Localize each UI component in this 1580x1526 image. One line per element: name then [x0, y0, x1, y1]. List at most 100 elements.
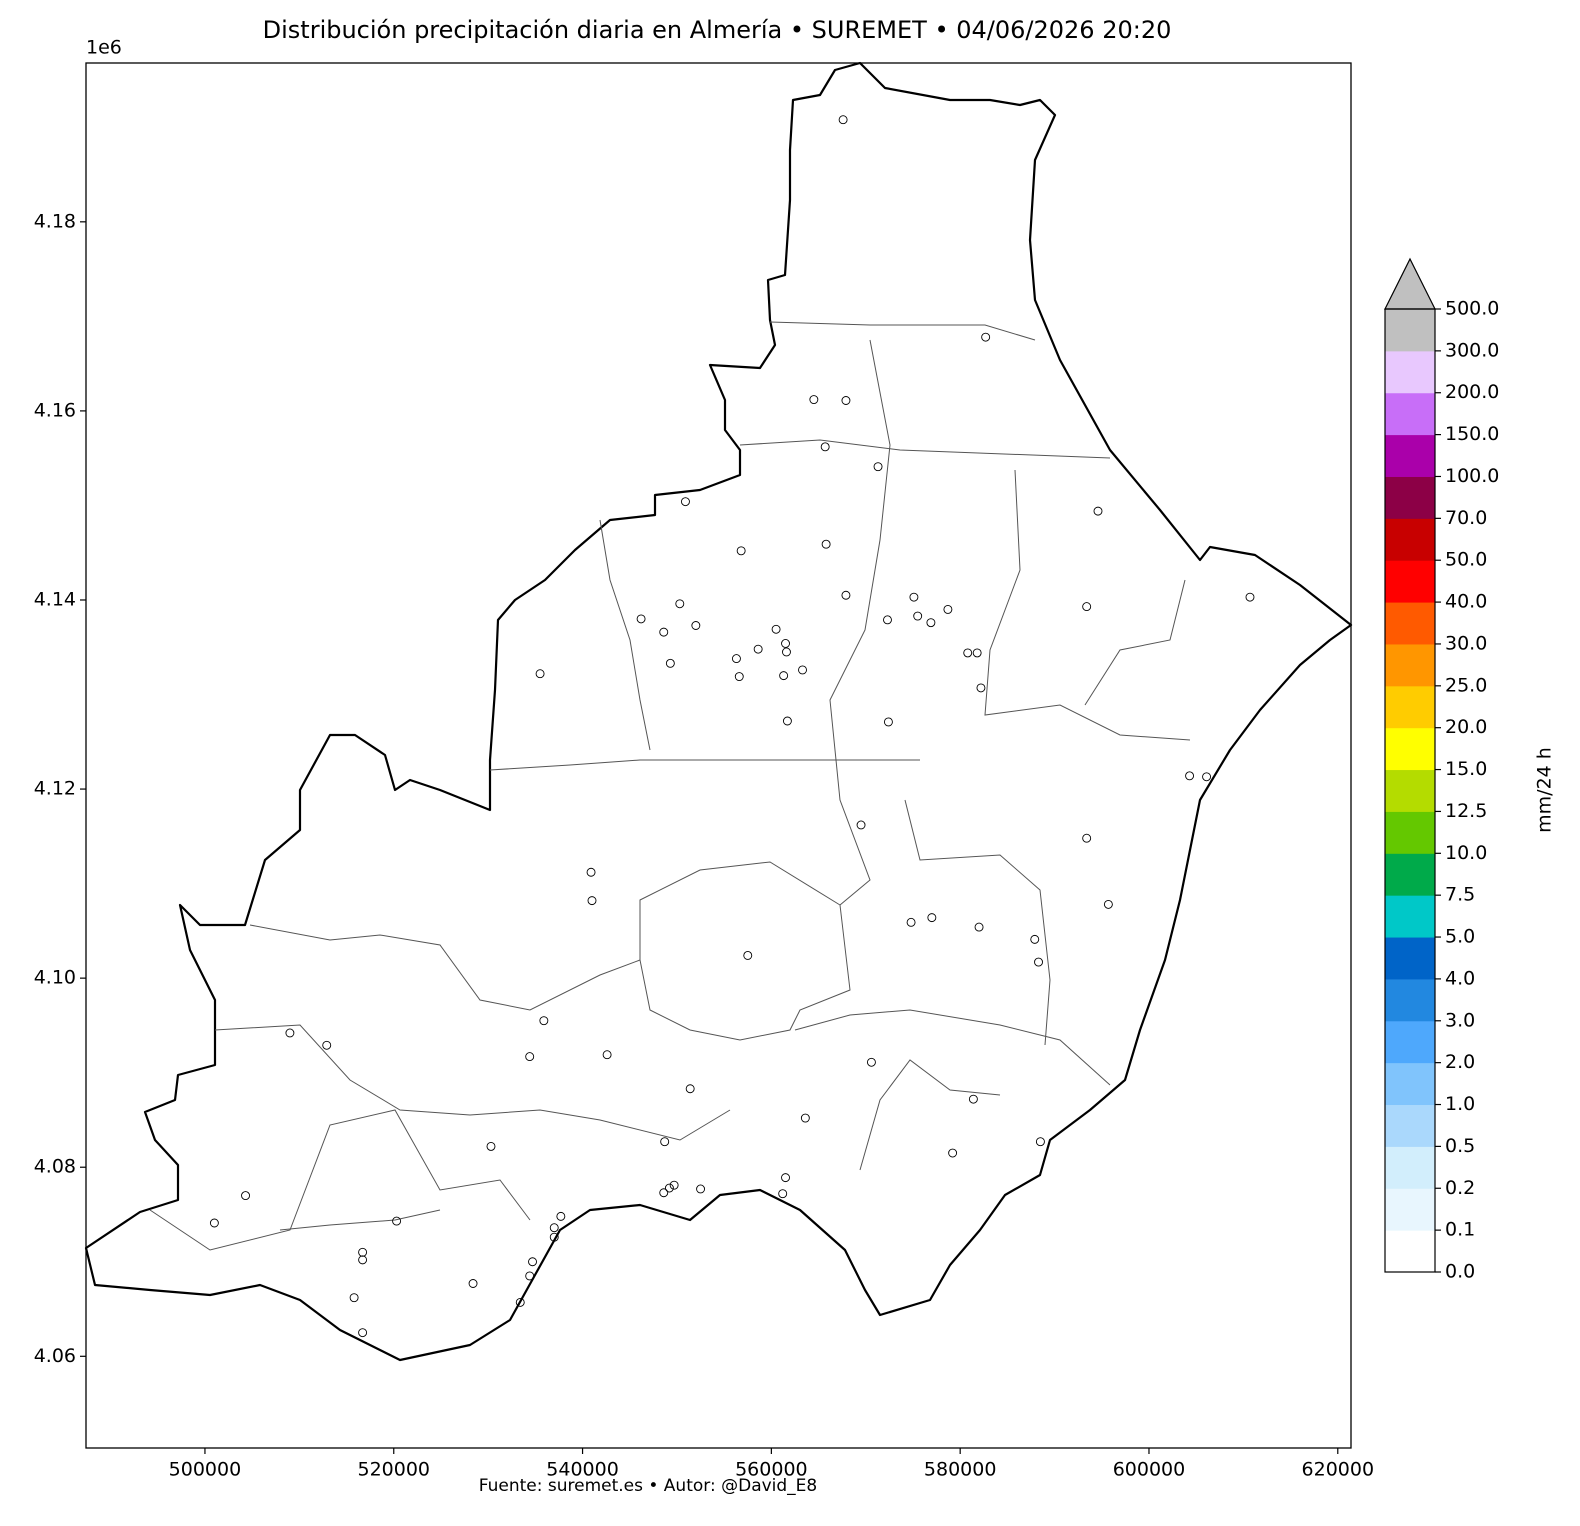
- x-tick-label: 540000: [546, 1459, 619, 1481]
- colorbar-label: mm/24 h: [1534, 747, 1556, 833]
- station-point: [392, 1216, 402, 1226]
- station-point: [734, 672, 744, 682]
- colorbar-tick-label: 0.5: [1445, 1135, 1475, 1157]
- colorbar-band: [1385, 727, 1435, 771]
- station-point: [587, 896, 597, 906]
- station-point: [528, 1257, 537, 1267]
- colorbar-tick-label: 50.0: [1445, 549, 1487, 571]
- colorbar-band: [1385, 769, 1435, 812]
- station-point: [778, 1189, 788, 1199]
- station-point: [798, 665, 807, 675]
- station-point: [913, 611, 923, 621]
- colorbar-tick-label: 10.0: [1445, 842, 1487, 864]
- x-tick-label: 580000: [924, 1459, 997, 1481]
- station-point: [209, 1218, 219, 1228]
- station-point: [943, 604, 953, 614]
- colorbar-tick-label: 300.0: [1445, 339, 1499, 361]
- station-point: [665, 658, 675, 668]
- station-point: [535, 669, 545, 679]
- station-point: [948, 1148, 958, 1158]
- chart-title: Distribución precipitación diaria en Alm…: [263, 16, 1172, 44]
- colorbar-band: [1385, 853, 1435, 896]
- colorbar-extend: [1384, 257, 1436, 310]
- colorbar-tick-label: 3.0: [1445, 1009, 1475, 1031]
- station-point: [549, 1232, 559, 1242]
- station-point: [781, 1173, 790, 1183]
- station-point: [883, 615, 892, 625]
- station-point: [800, 1113, 810, 1123]
- colorbar-tick-label: 30.0: [1445, 632, 1487, 654]
- colorbar-band: [1385, 392, 1435, 436]
- y-tick-label: 4.10: [34, 967, 76, 989]
- station-point: [349, 1293, 359, 1303]
- colorbar-tick-label: 25.0: [1445, 674, 1487, 696]
- colorbar-tick-label: 5.0: [1445, 926, 1475, 948]
- station-point: [781, 639, 790, 648]
- colorbar-tick-label: 15.0: [1445, 758, 1487, 780]
- station-point: [1103, 899, 1113, 909]
- station-point: [1035, 1137, 1045, 1147]
- station-point: [358, 1328, 368, 1338]
- y-tick-label: 4.08: [34, 1156, 76, 1178]
- station-point: [549, 1223, 559, 1233]
- x-tick-label: 520000: [357, 1459, 430, 1481]
- station-point: [659, 1188, 669, 1198]
- station-point: [838, 115, 848, 125]
- station-point: [669, 1180, 679, 1190]
- station-point: [468, 1279, 478, 1288]
- colorbar-band: [1385, 518, 1435, 561]
- colorbar-tick-label: 12.5: [1445, 800, 1487, 822]
- station-point: [976, 683, 986, 693]
- colorbar-band: [1385, 937, 1435, 980]
- colorbar-tick-label: 200.0: [1445, 381, 1499, 403]
- colorbar-band: [1385, 1188, 1435, 1231]
- colorbar-tick-label: 0.0: [1445, 1261, 1475, 1283]
- station-point: [866, 1057, 876, 1067]
- station-point: [322, 1040, 332, 1050]
- colorbar-tick-label: 40.0: [1445, 591, 1487, 613]
- colorbar-band: [1385, 895, 1435, 938]
- colorbar-tick-label: 0.2: [1445, 1177, 1475, 1199]
- station-point: [539, 1016, 549, 1026]
- colorbar-tick-label: 2.0: [1445, 1051, 1475, 1073]
- station-point: [968, 1094, 978, 1104]
- station-point: [1082, 833, 1092, 843]
- y-tick-label: 4.18: [34, 210, 76, 232]
- colorbar-tick-label: 0.1: [1445, 1219, 1475, 1241]
- colorbar-tick-label: 100.0: [1445, 465, 1499, 487]
- colorbar-tick-label: 20.0: [1445, 716, 1487, 738]
- y-tick-label: 4.12: [34, 778, 76, 800]
- station-point: [736, 546, 746, 556]
- station-point: [841, 396, 851, 405]
- station-point: [685, 1084, 695, 1094]
- colorbar-band: [1385, 1062, 1435, 1106]
- colorbar-tick-label: 70.0: [1445, 507, 1487, 529]
- station-point: [681, 497, 690, 507]
- y-tick-label: 4.06: [34, 1345, 76, 1367]
- station-point: [782, 647, 791, 657]
- station-point: [556, 1211, 566, 1221]
- station-point: [771, 624, 781, 634]
- station-point: [586, 867, 596, 877]
- station-point: [1082, 602, 1092, 612]
- station-point: [753, 644, 763, 654]
- colorbar-band: [1385, 350, 1435, 394]
- plot-frame: [85, 62, 1352, 1449]
- station-point: [743, 951, 753, 960]
- station-point: [883, 717, 893, 727]
- station-point: [525, 1052, 535, 1062]
- station-point: [927, 913, 937, 923]
- y-tick-label: 4.16: [34, 399, 76, 421]
- colorbar-tick-label: 1.0: [1445, 1093, 1475, 1115]
- x-tick-label: 500000: [169, 1459, 242, 1481]
- station-point: [664, 1183, 674, 1193]
- y-offset-label: 1e6: [86, 37, 122, 59]
- station-point: [972, 648, 982, 658]
- station-point: [873, 462, 883, 472]
- station-point: [1185, 771, 1195, 781]
- x-tick-label: 560000: [735, 1459, 808, 1481]
- colorbar-band: [1385, 434, 1435, 477]
- station-point: [602, 1050, 612, 1060]
- station-point: [1030, 934, 1040, 944]
- station-point: [660, 1137, 670, 1147]
